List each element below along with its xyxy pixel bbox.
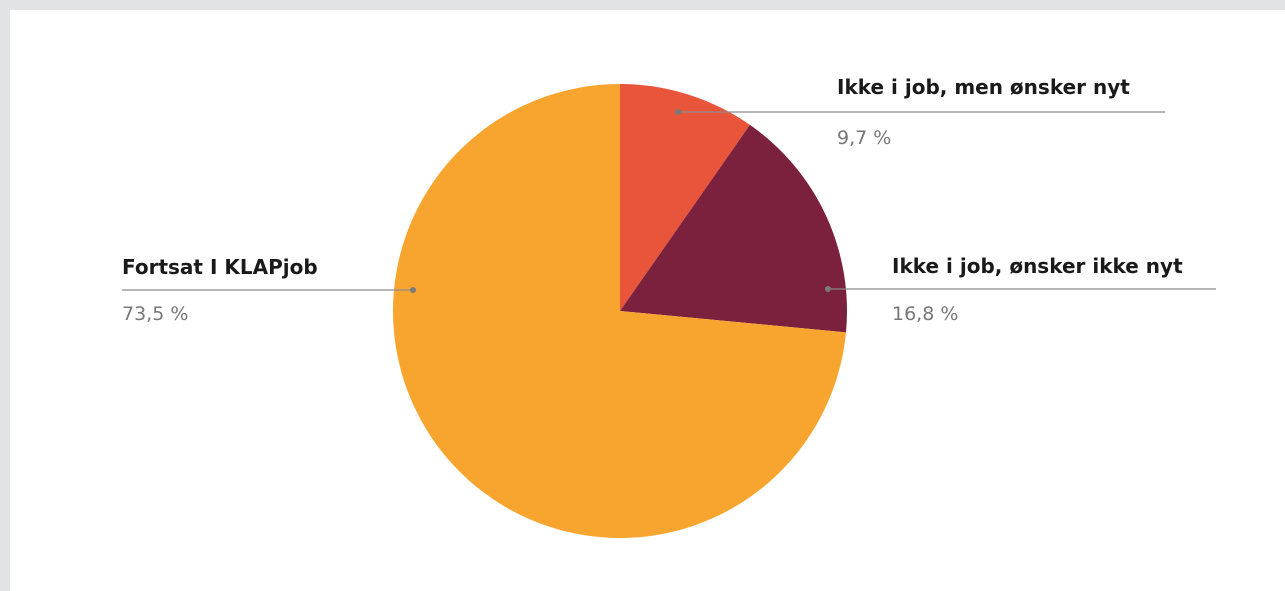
slice-value-label: 9,7 % [837, 127, 891, 149]
pie-slice [392, 84, 846, 538]
pie-chart: Ikke i job, men ønsker nyt 9,7 % Ikke i jo… [122, 75, 1216, 538]
slice-value-label: 73,5 % [122, 303, 188, 325]
slice-label: Fortsat I KLAPjob [122, 255, 318, 279]
leader-dot [410, 287, 416, 293]
pie-slice [620, 124, 847, 333]
leader-dot [825, 286, 831, 292]
slice-label: Ikke i job, ønsker ikke nyt [892, 254, 1183, 278]
leader-dot [675, 109, 681, 115]
slice-label: Ikke i job, men ønsker nyt [837, 75, 1130, 99]
chart-panel: Ikke i job, men ønsker nyt 9,7 % Ikke i jo… [10, 10, 1285, 591]
pie-slice [620, 84, 750, 311]
pie-labels: Ikke i job, men ønsker nyt 9,7 % Ikke i jo… [122, 75, 1216, 325]
pie-slices [392, 84, 847, 538]
slice-value-label: 16,8 % [892, 303, 958, 325]
